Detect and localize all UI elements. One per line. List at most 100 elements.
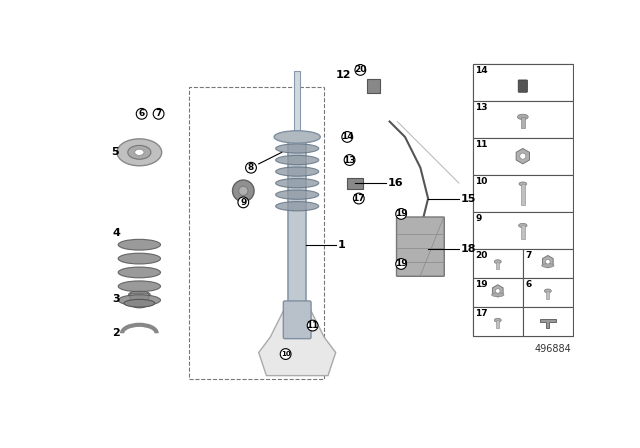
Circle shape [353, 193, 364, 204]
Ellipse shape [276, 144, 319, 153]
Text: 7: 7 [156, 109, 162, 118]
Ellipse shape [274, 131, 320, 143]
Bar [473, 278, 523, 307]
Text: 5: 5 [111, 147, 118, 157]
Circle shape [344, 155, 355, 165]
Circle shape [545, 259, 550, 264]
Text: 12: 12 [335, 70, 351, 80]
Bar [473, 101, 573, 138]
Text: 14: 14 [341, 133, 353, 142]
Bar [288, 137, 307, 306]
Text: 2: 2 [113, 328, 120, 338]
Polygon shape [516, 148, 529, 164]
Bar [348, 178, 363, 189]
Bar [473, 211, 573, 249]
Ellipse shape [129, 291, 150, 299]
Ellipse shape [519, 182, 527, 186]
Ellipse shape [276, 202, 319, 211]
Bar [523, 307, 573, 336]
Ellipse shape [276, 190, 319, 199]
Bar [294, 72, 300, 137]
Ellipse shape [517, 114, 528, 120]
Bar [473, 175, 573, 211]
Bar [496, 320, 499, 328]
Ellipse shape [492, 293, 504, 297]
Text: 8: 8 [248, 163, 254, 172]
Text: 11: 11 [475, 140, 488, 149]
Ellipse shape [276, 167, 319, 176]
Circle shape [238, 197, 249, 208]
Circle shape [396, 258, 406, 269]
Text: 19: 19 [395, 209, 408, 219]
Bar [521, 184, 525, 206]
Text: 17: 17 [475, 310, 488, 319]
Text: 10: 10 [475, 177, 488, 186]
Ellipse shape [541, 263, 554, 267]
Circle shape [239, 186, 248, 195]
Text: 14: 14 [475, 66, 488, 75]
Text: 9: 9 [240, 198, 246, 207]
Ellipse shape [118, 239, 161, 250]
Ellipse shape [276, 155, 319, 165]
Ellipse shape [494, 318, 501, 322]
Text: 16: 16 [387, 178, 403, 188]
Bar [473, 64, 573, 336]
Circle shape [307, 320, 318, 331]
FancyBboxPatch shape [284, 301, 311, 339]
Ellipse shape [118, 281, 161, 292]
Circle shape [153, 108, 164, 119]
Circle shape [355, 65, 365, 75]
Text: 20: 20 [354, 65, 367, 74]
Text: 7: 7 [525, 251, 531, 260]
Bar [473, 249, 523, 278]
Circle shape [520, 153, 526, 159]
Ellipse shape [132, 302, 147, 308]
Ellipse shape [494, 260, 501, 263]
Ellipse shape [118, 267, 161, 278]
Text: 19: 19 [395, 259, 408, 268]
Text: 6: 6 [525, 280, 531, 289]
Text: 1: 1 [337, 240, 345, 250]
Text: 496884: 496884 [534, 344, 572, 354]
Circle shape [342, 132, 353, 142]
Circle shape [280, 349, 291, 359]
Bar [473, 64, 573, 101]
Text: 13: 13 [475, 103, 488, 112]
Ellipse shape [128, 146, 151, 159]
FancyBboxPatch shape [130, 293, 148, 306]
Circle shape [136, 108, 147, 119]
Polygon shape [259, 306, 336, 375]
Ellipse shape [276, 178, 319, 188]
Text: 6: 6 [138, 109, 145, 118]
FancyBboxPatch shape [518, 80, 527, 92]
Bar [547, 291, 549, 299]
Text: 20: 20 [475, 251, 488, 260]
Circle shape [495, 289, 500, 293]
Text: 3: 3 [113, 293, 120, 304]
Circle shape [232, 180, 254, 202]
Bar [473, 138, 573, 175]
Circle shape [396, 208, 406, 220]
Bar [496, 262, 499, 269]
Text: 17: 17 [353, 194, 365, 203]
Ellipse shape [118, 295, 161, 306]
Ellipse shape [117, 139, 162, 166]
Text: 15: 15 [460, 194, 476, 203]
Bar [521, 225, 525, 239]
Ellipse shape [518, 224, 527, 228]
Circle shape [246, 162, 257, 173]
Polygon shape [543, 255, 553, 268]
FancyBboxPatch shape [397, 217, 444, 276]
Text: 9: 9 [475, 214, 481, 223]
Text: 19: 19 [475, 280, 488, 289]
Ellipse shape [118, 253, 161, 264]
Text: 4: 4 [112, 228, 120, 238]
Polygon shape [492, 285, 503, 297]
Text: 13: 13 [343, 155, 356, 164]
Ellipse shape [135, 149, 144, 155]
Bar [523, 249, 573, 278]
Ellipse shape [124, 299, 155, 307]
Text: 18: 18 [460, 244, 476, 254]
Polygon shape [540, 319, 556, 328]
Bar [520, 117, 525, 129]
